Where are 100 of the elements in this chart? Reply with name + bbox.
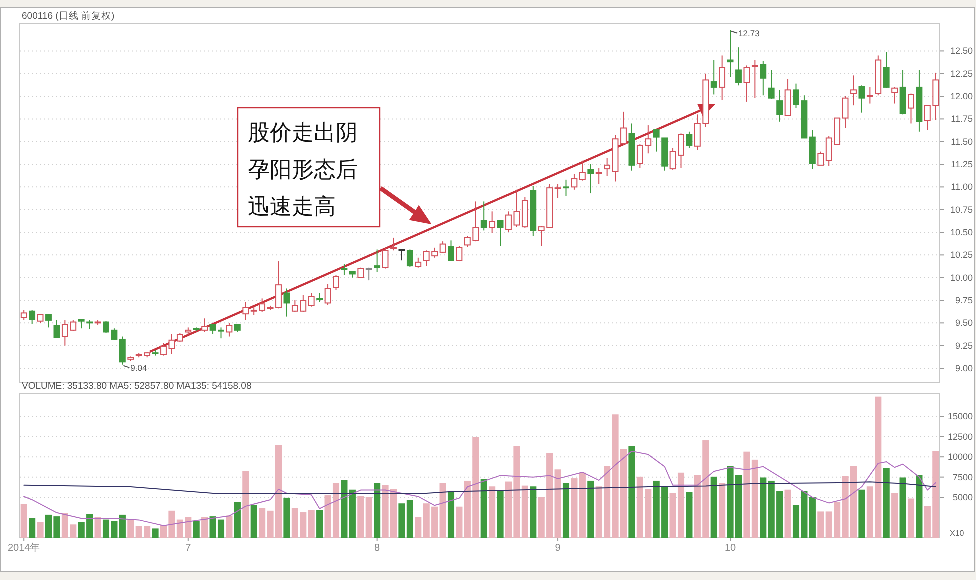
candlestick [415,257,422,268]
bar [908,498,915,538]
y-tick-label: 9.25 [955,340,973,351]
y-tick-label: 12.50 [950,46,973,56]
candlestick [514,189,520,228]
candlestick [316,292,324,303]
bar [284,498,290,538]
candlestick [210,324,216,335]
candlestick [29,310,36,325]
bar [784,490,792,538]
candlestick [842,96,849,129]
y-tick-label: 9.75 [955,296,973,306]
bar [752,460,758,538]
candlestick [670,148,676,170]
bar [522,486,528,538]
bar [29,518,36,538]
candlestick [571,174,578,190]
bar [710,476,718,538]
bar [415,517,422,538]
bar [480,479,488,538]
y-tick-label: 7500 [952,472,973,482]
chart-title: VOLUME: 35133.80 MA5: 52857.80 MA135: 54158.08 [22,381,252,392]
candlestick [818,151,824,166]
y-tick-label: 11.75 [951,114,973,124]
candlestick [588,164,594,194]
candlestick [406,249,414,268]
y-tick-label: 12500 [948,432,973,442]
bar [193,521,200,538]
x-tick-label: 8 [374,543,381,554]
candlestick [892,86,898,104]
candlestick [686,131,693,149]
candlestick [752,60,758,99]
candlestick [793,83,800,109]
bar [686,492,693,538]
y-tick-label: 12.00 [950,92,973,102]
candlestick [497,220,504,247]
bar [37,522,44,538]
bar [858,490,866,538]
line-series [24,450,936,526]
candlestick [579,160,586,182]
candlestick [78,319,85,330]
bar [234,502,241,538]
bar [242,471,250,538]
bar [818,512,824,538]
bar [202,517,208,538]
bar [900,478,906,538]
candlestick [850,75,857,106]
bar [128,518,134,538]
x-tick-label: 2014年 [8,542,40,554]
y-tick-label: 10.25 [950,250,973,260]
candlestick [858,85,866,114]
bar [119,514,126,538]
bar [374,483,381,538]
candlestick [242,302,250,321]
candlestick [202,318,208,333]
candlestick [480,201,488,232]
bar [744,452,750,538]
bar [94,517,102,538]
annotation: 股价走出阴孕阳形态后迅速走高 [248,121,358,220]
candlestick [620,111,627,146]
candlestick [111,328,118,341]
bar [440,483,446,538]
candlestick [37,314,44,324]
candlestick [456,246,463,262]
y-axis-title: X10 [950,529,965,538]
candlestick [276,261,282,310]
candlestick [382,247,389,270]
y-tick-label: 9.00 [955,363,973,374]
y-tick-label: 11.25 [951,160,973,170]
candlestick [308,292,315,308]
candlestick [554,184,562,199]
bar [358,496,364,538]
annotation: 12.73 [738,28,760,38]
candlestick [324,284,332,306]
candlestick [440,241,446,254]
bar [530,486,537,538]
y-tick-label: 10000 [948,452,973,462]
candlestick [563,179,570,197]
candlestick [390,237,397,252]
bar [579,472,586,538]
bar [308,510,315,538]
y-tick-label: 15000 [948,412,973,422]
bar [20,504,28,538]
candlestick [719,55,726,101]
y-tick-label: 12.25 [950,68,973,79]
x-tick-label: 9 [555,543,562,554]
candlestick [119,336,126,366]
bar [883,468,890,538]
bar [349,490,356,538]
candlestick [678,133,684,169]
bar [916,475,923,538]
y-tick-label: 10.50 [950,228,973,238]
candlestick [46,314,52,328]
bar [809,497,816,538]
y-tick-label: 11.50 [951,136,973,147]
candlestick [776,90,784,122]
bar [341,480,348,538]
line-series [24,482,936,494]
y-tick-label: 9.50 [955,318,973,328]
candlestick [54,320,60,338]
